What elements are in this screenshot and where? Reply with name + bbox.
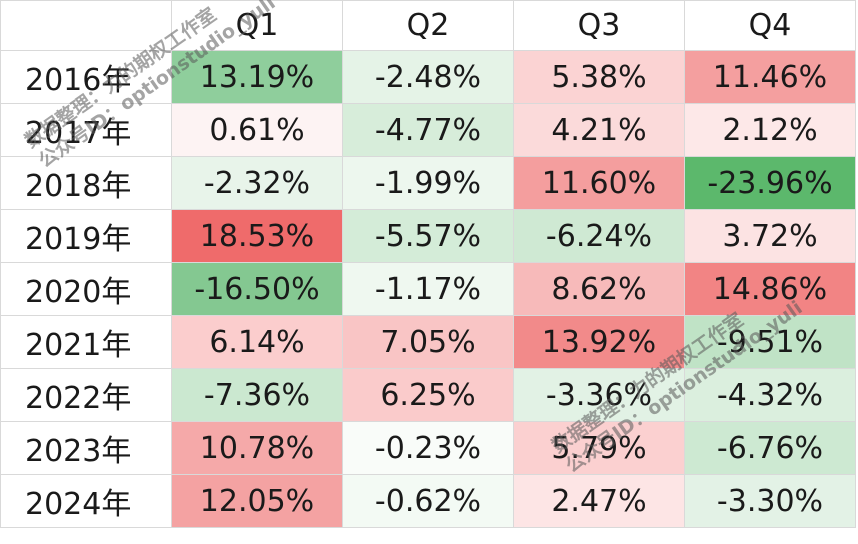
table-row: 2023年 10.78% -0.23% 5.79% -6.76% (0, 421, 856, 475)
heatmap-cell-q2: -5.57% (342, 209, 514, 263)
heatmap-cell-q4: -9.51% (684, 315, 856, 369)
heatmap-cell-q1: 0.61% (171, 103, 343, 157)
row-label: 2023年 (0, 421, 172, 475)
col-header-q3: Q3 (513, 0, 685, 51)
heatmap-cell-q2: -4.77% (342, 103, 514, 157)
row-label: 2019年 (0, 209, 172, 263)
heatmap-cell-q2: -1.99% (342, 156, 514, 210)
col-header-q2: Q2 (342, 0, 514, 51)
table-row: 2016年 13.19% -2.48% 5.38% 11.46% (0, 50, 856, 104)
heatmap-cell-q1: -16.50% (171, 262, 343, 316)
heatmap-cell-q3: -3.36% (513, 368, 685, 422)
heatmap-cell-q3: 5.79% (513, 421, 685, 475)
heatmap-cell-q1: 10.78% (171, 421, 343, 475)
heatmap-body: 2016年 13.19% -2.48% 5.38% 11.46% 2017年 0.61% -4… (0, 50, 856, 528)
table-row: 2021年 6.14% 7.05% 13.92% -9.51% (0, 315, 856, 369)
row-label: 2020年 (0, 262, 172, 316)
heatmap-cell-q3: 11.60% (513, 156, 685, 210)
heatmap-cell-q2: 6.25% (342, 368, 514, 422)
heatmap-cell-q2: -1.17% (342, 262, 514, 316)
col-header-q4: Q4 (684, 0, 856, 51)
table-row: 2022年 -7.36% 6.25% -3.36% -4.32% (0, 368, 856, 422)
heatmap-cell-q2: 7.05% (342, 315, 514, 369)
row-label: 2017年 (0, 103, 172, 157)
heatmap-cell-q4: -3.30% (684, 474, 856, 528)
heatmap-cell-q4: -4.32% (684, 368, 856, 422)
heatmap-cell-q1: 6.14% (171, 315, 343, 369)
col-header-q1: Q1 (171, 0, 343, 51)
heatmap-cell-q2: -0.23% (342, 421, 514, 475)
row-label: 2016年 (0, 50, 172, 104)
corner-cell (0, 0, 172, 51)
heatmap-cell-q3: 5.38% (513, 50, 685, 104)
table-row: 2020年 -16.50% -1.17% 8.62% 14.86% (0, 262, 856, 316)
table-row: 2019年 18.53% -5.57% -6.24% 3.72% (0, 209, 856, 263)
row-label: 2018年 (0, 156, 172, 210)
heatmap-cell-q3: 4.21% (513, 103, 685, 157)
heatmap-cell-q3: 2.47% (513, 474, 685, 528)
row-label: 2024年 (0, 474, 172, 528)
heatmap-cell-q4: 14.86% (684, 262, 856, 316)
heatmap-cell-q4: -23.96% (684, 156, 856, 210)
heatmap-cell-q1: 18.53% (171, 209, 343, 263)
heatmap-cell-q4: 11.46% (684, 50, 856, 104)
heatmap-cell-q1: 12.05% (171, 474, 343, 528)
heatmap-cell-q3: 8.62% (513, 262, 685, 316)
quarterly-returns-heatmap: Q1 Q2 Q3 Q4 2016年 13.19% -2.48% 5.38% 11.46%… (0, 0, 856, 528)
heatmap-cell-q4: 2.12% (684, 103, 856, 157)
heatmap-cell-q2: -0.62% (342, 474, 514, 528)
row-label: 2021年 (0, 315, 172, 369)
heatmap-cell-q4: -6.76% (684, 421, 856, 475)
heatmap-cell-q1: -2.32% (171, 156, 343, 210)
header-row: Q1 Q2 Q3 Q4 (0, 0, 856, 51)
table-row: 2024年 12.05% -0.62% 2.47% -3.30% (0, 474, 856, 528)
heatmap-cell-q1: 13.19% (171, 50, 343, 104)
row-label: 2022年 (0, 368, 172, 422)
heatmap-cell-q4: 3.72% (684, 209, 856, 263)
heatmap-cell-q1: -7.36% (171, 368, 343, 422)
table-row: 2018年 -2.32% -1.99% 11.60% -23.96% (0, 156, 856, 210)
table-row: 2017年 0.61% -4.77% 4.21% 2.12% (0, 103, 856, 157)
heatmap-cell-q2: -2.48% (342, 50, 514, 104)
heatmap-cell-q3: -6.24% (513, 209, 685, 263)
heatmap-cell-q3: 13.92% (513, 315, 685, 369)
